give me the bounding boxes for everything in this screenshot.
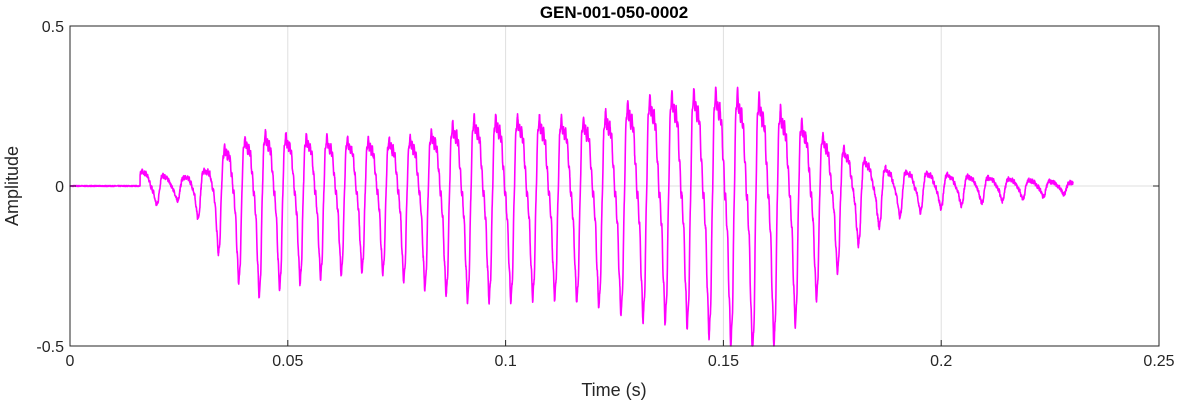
chart-title: GEN-001-050-0002 xyxy=(540,3,688,22)
waveform-series xyxy=(69,86,1074,347)
x-tick-label: 0.1 xyxy=(494,353,516,370)
x-tick-label: 0.2 xyxy=(930,353,952,370)
y-tick-label: 0 xyxy=(55,179,64,196)
y-tick-label: 0.5 xyxy=(42,19,64,36)
x-tick-label: 0.15 xyxy=(708,353,739,370)
x-tick-label: 0 xyxy=(66,353,75,370)
x-axis-label: Time (s) xyxy=(581,380,646,400)
x-tick-label: 0.05 xyxy=(272,353,303,370)
y-axis-label: Amplitude xyxy=(2,146,22,226)
y-tick-label: -0.5 xyxy=(36,339,64,356)
x-tick-label: 0.25 xyxy=(1143,353,1174,370)
waveform-line xyxy=(69,86,1074,347)
y-axis-ticks: -0.5 0 0.5 xyxy=(36,19,1159,356)
x-axis-ticks: 0 0.05 0.1 0.15 0.2 0.25 xyxy=(66,340,1175,370)
